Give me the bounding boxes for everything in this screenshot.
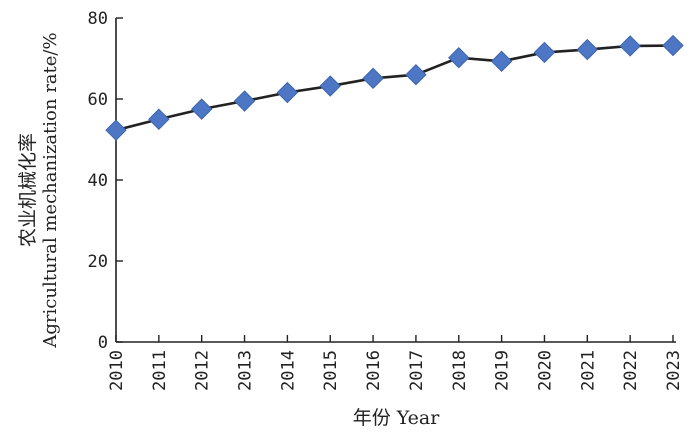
y-tick-label: 0 <box>98 333 108 353</box>
x-tick-label: 2013 <box>236 350 256 391</box>
y-axis-title-cn: 农业机械化率 <box>17 133 39 247</box>
x-tick-label: 2020 <box>535 350 555 391</box>
data-point-marker <box>533 41 556 64</box>
y-tick-label: 80 <box>88 9 108 29</box>
x-tick-label: 2016 <box>364 350 384 391</box>
data-point-marker <box>319 75 341 97</box>
data-point-marker <box>148 108 170 130</box>
data-point-marker <box>576 38 599 61</box>
x-tick-label: 2015 <box>321 350 341 391</box>
series-markers <box>105 34 684 141</box>
x-tick-label: 2023 <box>664 350 684 391</box>
x-tick-label: 2019 <box>493 350 513 391</box>
data-point-marker <box>619 35 641 57</box>
x-tick-label: 2017 <box>407 350 427 391</box>
data-point-marker <box>405 63 427 86</box>
x-tick-label: 2018 <box>450 350 470 391</box>
x-tick-label: 2021 <box>578 350 598 391</box>
y-axis-ticks: 0 20 40 60 80 <box>88 9 123 353</box>
data-point-marker <box>362 67 384 90</box>
data-point-marker <box>190 98 213 120</box>
x-tick-label: 2011 <box>150 350 170 391</box>
y-tick-label: 20 <box>88 252 108 272</box>
data-point-marker <box>105 119 127 141</box>
y-axis-title: 农业机械化率 Agricultural mechanization rate/% <box>17 32 61 348</box>
data-point-marker <box>490 50 513 73</box>
data-point-marker <box>448 46 470 69</box>
data-point-marker <box>662 34 684 57</box>
x-tick-label: 2022 <box>621 350 641 391</box>
data-point-marker <box>276 81 299 104</box>
x-tick-label: 2010 <box>107 350 127 391</box>
y-axis-title-en: Agricultural mechanization rate/% <box>40 32 61 348</box>
data-point-marker <box>233 90 256 112</box>
x-axis-title: 年份 Year <box>353 407 441 429</box>
y-tick-label: 60 <box>88 90 108 110</box>
x-tick-label: 2012 <box>193 350 213 391</box>
x-axis-ticks: 2010 2011 2012 2013 2014 2015 2016 2017 2018 2019… <box>107 335 684 391</box>
y-tick-label: 40 <box>88 171 108 191</box>
x-tick-label: 2014 <box>278 350 298 391</box>
